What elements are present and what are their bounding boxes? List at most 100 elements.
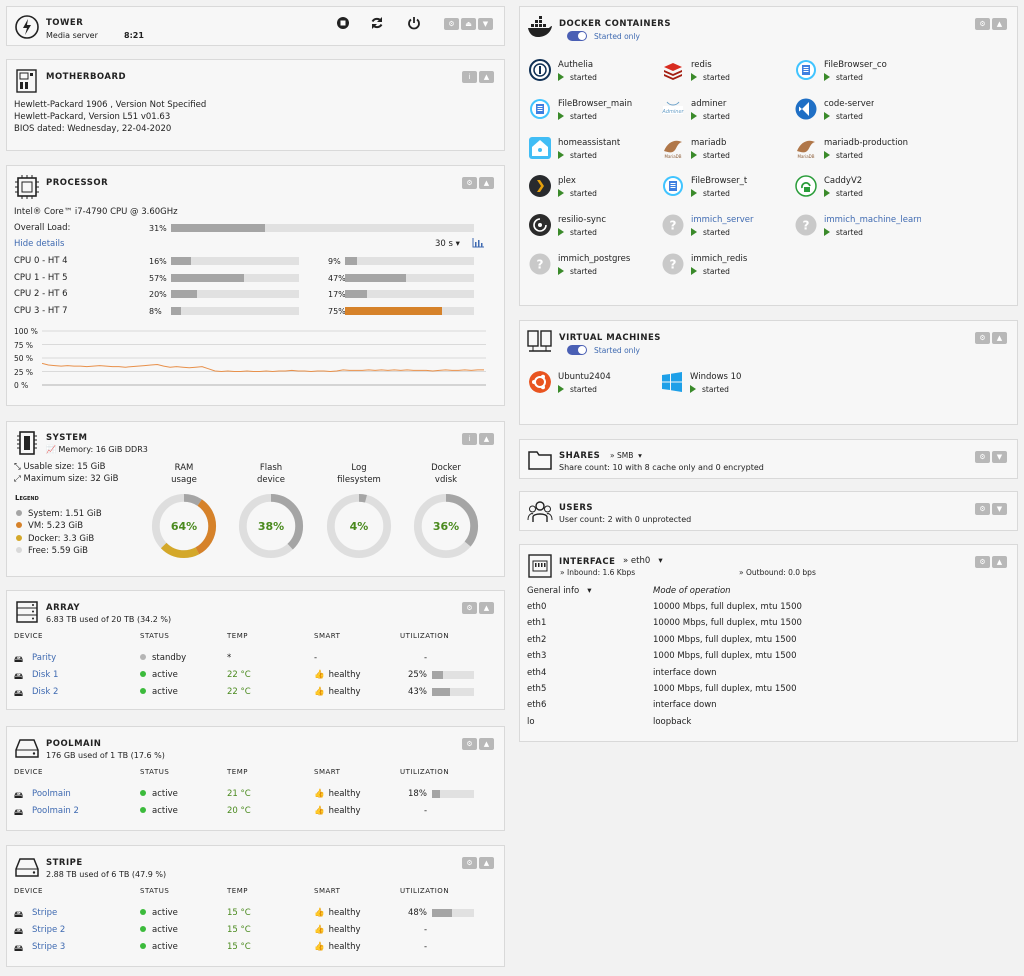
play-icon xyxy=(690,385,696,393)
vm-item[interactable]: Windows 10 started xyxy=(661,371,741,394)
settings-button[interactable]: ⚙ xyxy=(975,332,990,344)
device-link[interactable]: Stripe 3 xyxy=(32,942,66,952)
chevron-down-icon[interactable]: ▼ xyxy=(992,451,1007,463)
chevron-up-icon[interactable]: ▲ xyxy=(479,177,494,189)
container-item[interactable]: homeassistant started xyxy=(529,136,655,160)
interface-mode: interface down xyxy=(653,667,717,678)
play-icon xyxy=(558,385,564,393)
settings-button[interactable]: ⚙ xyxy=(462,602,477,614)
container-item[interactable]: ? immich_postgres started xyxy=(529,253,655,276)
hard-drive-icon: 🖴 xyxy=(14,910,24,920)
container-item[interactable]: MariaDB mariadb started xyxy=(662,137,788,160)
container-status: started xyxy=(558,267,630,276)
status-dot xyxy=(140,790,146,796)
tower-time: 8:21 xyxy=(124,31,144,40)
core-percent: 57% xyxy=(149,273,167,283)
info-button[interactable]: i xyxy=(462,71,477,83)
interface-name: eth3 xyxy=(527,651,547,662)
legend-dot xyxy=(16,522,22,529)
status-dot xyxy=(140,688,146,694)
usable-text: Usable size: 15 GiB xyxy=(23,462,106,472)
vm-item[interactable]: Ubuntu2404 started xyxy=(529,371,611,394)
gauge-sublabel: usage xyxy=(171,475,197,485)
settings-button[interactable]: ⚙ xyxy=(975,18,990,30)
vm-started-only-toggle[interactable] xyxy=(567,345,587,355)
graph-tick: 100 % xyxy=(14,327,38,336)
device-link[interactable]: Poolmain 2 xyxy=(32,806,79,816)
motherboard-line3: BIOS dated: Wednesday, 22-04-2020 xyxy=(14,124,172,134)
container-item[interactable]: FileBrowser_main started xyxy=(529,98,655,121)
settings-button[interactable]: ⚙ xyxy=(462,738,477,750)
device-link[interactable]: Stripe xyxy=(32,908,58,918)
core-bar xyxy=(345,273,474,282)
settings-button[interactable]: ⚙ xyxy=(975,503,990,515)
interface-select[interactable]: » eth0 ▾ xyxy=(623,556,663,566)
settings-button[interactable]: ⚙ xyxy=(444,18,459,30)
chevron-down-icon[interactable]: ▼ xyxy=(992,503,1007,515)
container-status: started xyxy=(824,189,863,198)
column-header: STATUS xyxy=(140,632,170,640)
interval-select[interactable]: 30 s ▾ xyxy=(435,239,460,249)
device-link[interactable]: Disk 1 xyxy=(32,670,59,680)
started-only-toggle[interactable] xyxy=(567,31,587,41)
gauge-label: Docker xyxy=(431,463,461,473)
load-line xyxy=(42,362,484,373)
container-item[interactable]: MariaDB mariadb-production started xyxy=(795,137,921,160)
container-item[interactable]: ? immich_redis started xyxy=(662,253,788,276)
chevron-up-icon[interactable]: ▲ xyxy=(479,433,494,445)
container-item[interactable]: code-server started xyxy=(795,98,921,121)
stop-icon[interactable] xyxy=(336,16,350,30)
device-link[interactable]: Disk 2 xyxy=(32,687,59,697)
settings-button[interactable]: ⚙ xyxy=(462,177,477,189)
restart-icon[interactable] xyxy=(370,16,384,30)
container-name: immich_redis xyxy=(691,254,748,264)
mode-header: Mode of operation xyxy=(653,586,731,596)
settings-button[interactable]: ⚙ xyxy=(975,451,990,463)
container-item[interactable]: ? immich_machine_learningstarted xyxy=(795,214,921,237)
settings-button[interactable]: ⚙ xyxy=(975,556,990,568)
container-name: redis xyxy=(691,60,712,70)
device-link[interactable]: Poolmain xyxy=(32,789,71,799)
container-item[interactable]: CaddyV2 started xyxy=(795,175,921,198)
general-info-select[interactable]: General info ▾ xyxy=(527,586,592,596)
container-item[interactable]: FileBrowser_t started xyxy=(662,175,788,198)
device-status: active xyxy=(140,789,178,799)
container-status: started xyxy=(824,73,887,82)
hard-drive-icon: 🖴 xyxy=(14,655,24,665)
share-type-select[interactable]: » SMB ▾ xyxy=(610,451,642,460)
device-smart: - xyxy=(314,653,317,663)
chevron-up-icon[interactable]: ▲ xyxy=(479,71,494,83)
settings-button[interactable]: ⚙ xyxy=(462,857,477,869)
container-item[interactable]: Adminer adminer started xyxy=(662,98,788,121)
container-item[interactable]: redis started xyxy=(662,59,788,82)
device-link[interactable]: Parity xyxy=(32,653,57,663)
container-item[interactable]: Authelia started xyxy=(529,59,655,82)
chevron-up-icon[interactable]: ▲ xyxy=(992,556,1007,568)
power-icon[interactable] xyxy=(407,16,421,30)
hide-details-link[interactable]: Hide details xyxy=(14,239,65,249)
info-button[interactable]: i xyxy=(462,433,477,445)
chevron-down-icon[interactable]: ▼ xyxy=(478,18,493,30)
chevron-up-icon[interactable]: ▲ xyxy=(992,332,1007,344)
container-item[interactable]: plex started xyxy=(529,175,655,198)
chevron-up-icon[interactable]: ▲ xyxy=(479,857,494,869)
stripe-title: STRIPE xyxy=(46,858,83,868)
chart-icon[interactable] xyxy=(472,238,484,248)
core-bar xyxy=(171,273,299,282)
chevrons-up-icon: » xyxy=(739,568,744,577)
svg-text:Adminer: Adminer xyxy=(662,109,684,115)
svg-text:?: ? xyxy=(670,258,677,272)
chevron-up-icon[interactable]: ▲ xyxy=(479,602,494,614)
general-info-label: General info xyxy=(527,586,580,596)
legend-item: Free: 5.59 GiB xyxy=(16,546,88,556)
container-status-text: started xyxy=(570,267,597,276)
chevron-up-icon[interactable]: ▲ xyxy=(992,18,1007,30)
container-item[interactable]: FileBrowser_co started xyxy=(795,59,921,82)
container-item[interactable]: ? immich_server started xyxy=(662,214,788,237)
chevron-up-icon[interactable]: ▲ xyxy=(479,738,494,750)
device-link[interactable]: Stripe 2 xyxy=(32,925,66,935)
legend-dot xyxy=(16,510,22,516)
container-item[interactable]: resilio-sync started xyxy=(529,214,655,237)
play-icon xyxy=(558,267,564,275)
eject-button[interactable]: ⏏ xyxy=(461,18,476,30)
